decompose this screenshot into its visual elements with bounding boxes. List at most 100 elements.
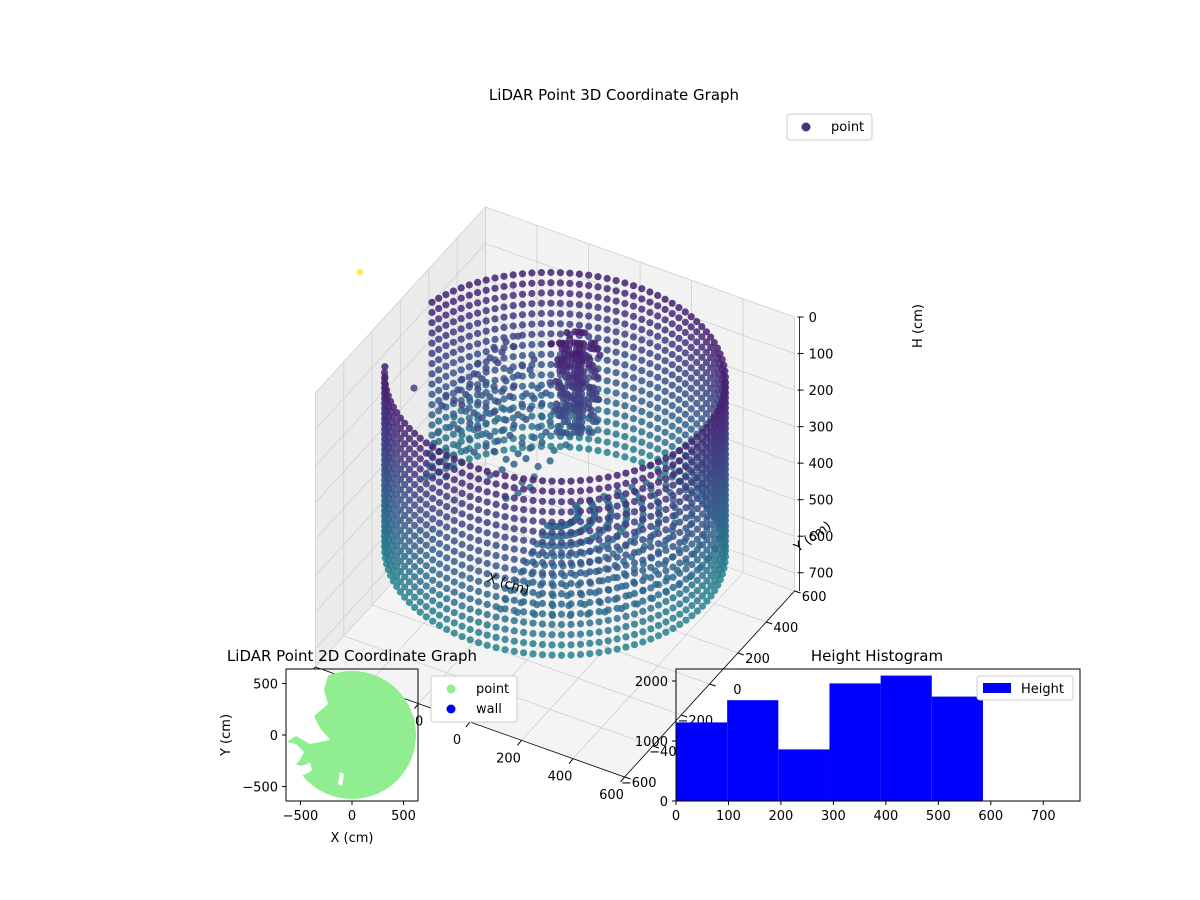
point-3d xyxy=(668,350,676,359)
point-3d xyxy=(466,513,474,521)
point-3d xyxy=(429,515,437,523)
point-3d xyxy=(661,346,669,354)
point-3d xyxy=(443,472,451,480)
point-3d xyxy=(520,639,528,647)
point-3d xyxy=(693,399,701,407)
point-3d xyxy=(458,592,466,600)
point-3d xyxy=(474,309,482,317)
point-3d xyxy=(422,500,430,508)
tick-y-3d xyxy=(624,776,631,780)
point-3d xyxy=(465,301,473,310)
point-3d xyxy=(647,543,655,551)
point-3d xyxy=(475,547,483,555)
point-3d xyxy=(575,311,584,319)
point-3d xyxy=(646,411,654,419)
point-3d xyxy=(548,651,556,659)
point-3d xyxy=(498,466,506,474)
tick-label-x-hist: 0 xyxy=(672,809,680,824)
point-3d xyxy=(576,599,585,608)
point-3d xyxy=(688,509,696,517)
point-3d xyxy=(422,572,430,580)
point-3d xyxy=(443,584,451,593)
point-3d xyxy=(603,397,611,405)
point-3d xyxy=(662,495,670,503)
point-3d xyxy=(501,523,509,531)
point-3d xyxy=(693,389,701,397)
point-3d xyxy=(639,495,647,503)
histogram-bar xyxy=(931,696,983,801)
point-3d xyxy=(428,411,436,419)
point-3d xyxy=(576,610,585,618)
point-3d xyxy=(522,390,530,398)
point-3d xyxy=(703,433,711,442)
point-3d xyxy=(622,520,630,529)
point-3d xyxy=(405,547,413,555)
point-3d xyxy=(435,509,444,517)
point-3d xyxy=(510,555,518,563)
point-3d xyxy=(396,567,404,576)
point-3d xyxy=(510,343,518,351)
point-3d xyxy=(698,531,707,539)
point-3d xyxy=(548,539,556,547)
point-3d xyxy=(475,506,483,514)
point-3d xyxy=(401,511,409,519)
point-3d xyxy=(682,545,690,553)
point-3d xyxy=(603,356,611,364)
point-3d xyxy=(586,568,594,576)
point-3d xyxy=(534,384,542,392)
point-3d xyxy=(557,528,566,537)
point-3d xyxy=(675,324,683,332)
tick-x-3d xyxy=(620,776,625,783)
point-3d xyxy=(639,628,647,636)
point-3d xyxy=(449,308,457,316)
tick-y-3d xyxy=(681,714,688,718)
point-3d xyxy=(579,345,587,353)
point-3d xyxy=(492,572,500,580)
point-3d xyxy=(428,370,436,378)
point-3d xyxy=(416,444,424,453)
point-3d xyxy=(676,590,684,598)
point-3d xyxy=(622,561,630,569)
point-3d xyxy=(491,376,499,384)
point-3d xyxy=(435,376,443,384)
tick-label-y-2d: 0 xyxy=(270,729,278,744)
point-3d xyxy=(465,455,473,463)
point-3d xyxy=(474,359,482,367)
point-3d xyxy=(548,631,556,639)
point-3d xyxy=(500,272,508,280)
point-3d xyxy=(654,322,662,330)
point-3d xyxy=(567,610,575,618)
point-3d xyxy=(698,404,706,412)
point-3d xyxy=(466,564,474,572)
point-3d xyxy=(647,563,655,572)
point-3d xyxy=(698,394,706,402)
xlabel-2d: X (cm) xyxy=(331,831,374,846)
point-3d xyxy=(676,498,684,506)
point-3d xyxy=(491,294,499,303)
point-3d xyxy=(647,574,655,582)
point-3d xyxy=(595,567,603,575)
point-3d xyxy=(520,649,528,657)
point-3d xyxy=(613,512,621,520)
point-3d xyxy=(500,323,508,331)
legend-3d-label-point: point xyxy=(831,120,864,135)
point-3d xyxy=(681,339,689,347)
point-3d xyxy=(491,305,499,313)
point-3d xyxy=(538,640,547,649)
point-3d xyxy=(703,587,711,595)
point-3d xyxy=(676,508,684,516)
point-3d xyxy=(693,597,701,605)
point-3d xyxy=(586,517,594,525)
point-3d xyxy=(428,390,436,398)
point-3d xyxy=(638,387,646,395)
point-3d xyxy=(466,419,474,427)
tick-x-3d xyxy=(465,721,471,728)
point-3d xyxy=(534,462,542,471)
point-3d xyxy=(442,352,450,360)
point-3d xyxy=(707,582,715,590)
point-3d xyxy=(603,448,611,456)
point-3d xyxy=(585,445,593,453)
point-3d xyxy=(405,445,413,453)
point-3d xyxy=(429,464,437,472)
point-3d xyxy=(520,495,528,503)
